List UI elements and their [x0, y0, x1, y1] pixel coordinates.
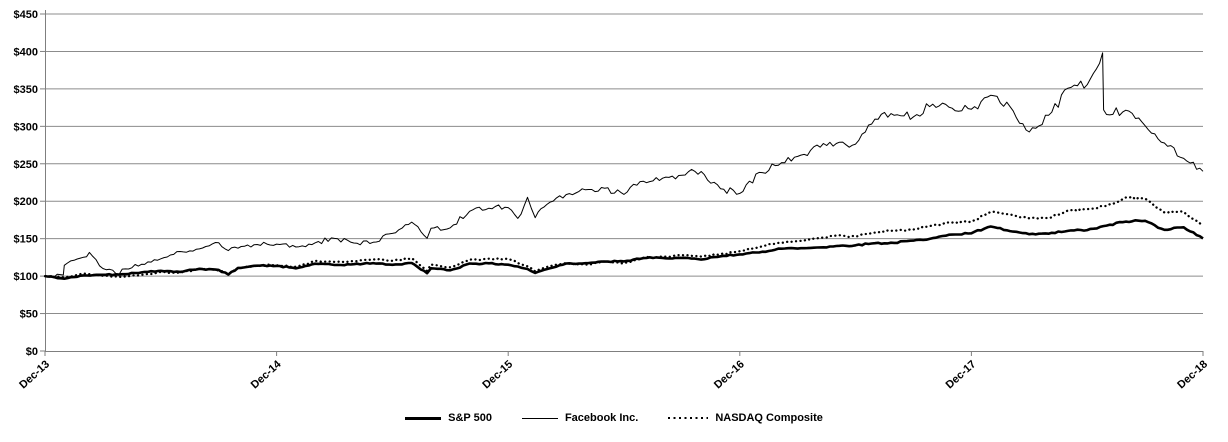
y-axis-tick-label: $450: [14, 9, 38, 21]
x-axis-tick-label: Dec-13: [17, 358, 52, 391]
y-axis-tick-label: $200: [14, 196, 38, 208]
legend-line-sample: [668, 417, 709, 419]
x-axis-tick-label: Dec-17: [944, 358, 979, 391]
y-axis-tick-label: $50: [20, 309, 38, 321]
x-axis-tick-label: Dec-18: [1175, 358, 1210, 391]
legend-label: S&P 500: [448, 412, 492, 424]
y-axis-tick-label: $400: [14, 46, 38, 58]
x-axis-tick-label: Dec-16: [712, 358, 747, 391]
y-axis-tick-label: $100: [14, 271, 38, 283]
chart-plot-area: $0 $50 $100 $150 $200 $250 $300 $350 $400 $450 Dec…: [14, 9, 1210, 392]
y-axis-tick-label: $150: [14, 234, 38, 246]
legend-item-facebook-inc: Facebook Inc.: [521, 412, 639, 424]
legend-item-s-p-500: S&P 500: [405, 412, 492, 424]
legend-line-sample: [405, 416, 442, 420]
legend-label: NASDAQ Composite: [715, 412, 823, 424]
legend-line-sample: [521, 417, 558, 419]
x-axis-tick-label: Dec-14: [249, 358, 284, 392]
y-axis-tick-label: $350: [14, 84, 38, 96]
series-line-facebook-inc: [44, 52, 1204, 278]
y-axis-tick-label: $300: [14, 121, 38, 133]
legend-label: Facebook Inc.: [564, 412, 639, 424]
y-axis-tick-label: $0: [26, 346, 38, 358]
x-axis-tick-label: Dec-15: [480, 358, 515, 391]
chart-legend: S&P 500 Facebook Inc. NASDAQ Composite: [0, 412, 1228, 424]
legend-item-nasdaq-composite: NASDAQ Composite: [668, 412, 823, 424]
y-axis-tick-label: $250: [14, 159, 38, 171]
series-line-nasdaq-composite: [43, 195, 1205, 279]
